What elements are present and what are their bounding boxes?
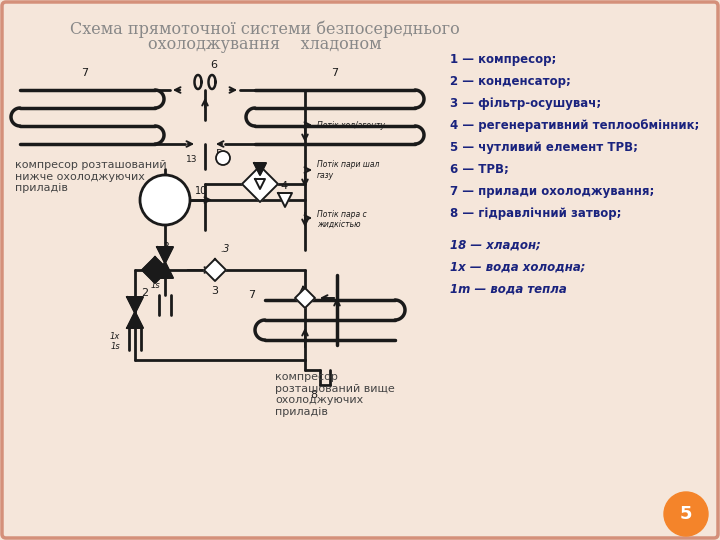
- Text: 1m — вода тепла: 1m — вода тепла: [450, 283, 567, 296]
- Text: 1х — вода холодна;: 1х — вода холодна;: [450, 261, 585, 274]
- Text: 1 — компресор;: 1 — компресор;: [450, 53, 557, 66]
- Text: 7 — прилади охолоджування;: 7 — прилади охолоджування;: [450, 185, 654, 198]
- Text: .1: .1: [170, 186, 179, 196]
- Text: 7: 7: [248, 290, 255, 300]
- Text: 6 — ТРВ;: 6 — ТРВ;: [450, 163, 509, 176]
- Polygon shape: [254, 163, 266, 175]
- Text: 8: 8: [310, 390, 317, 400]
- Text: охолоджування    хладоном: охолоджування хладоном: [148, 36, 382, 53]
- Text: .2: .2: [160, 242, 169, 252]
- Text: Потік хол/агенту: Потік хол/агенту: [317, 120, 385, 130]
- Text: 4: 4: [280, 181, 287, 191]
- Circle shape: [216, 151, 230, 165]
- Text: 10: 10: [195, 186, 207, 196]
- Polygon shape: [142, 257, 168, 283]
- Text: 5: 5: [215, 149, 222, 159]
- Polygon shape: [127, 297, 143, 313]
- Text: 2 — конденсатор;: 2 — конденсатор;: [450, 75, 571, 88]
- Circle shape: [140, 175, 190, 225]
- Circle shape: [664, 492, 708, 536]
- Text: 4 — регенеративний теплообмінник;: 4 — регенеративний теплообмінник;: [450, 119, 699, 132]
- Text: 2: 2: [141, 288, 148, 298]
- Polygon shape: [157, 247, 173, 263]
- Text: Схема прямоточної системи безпосереднього: Схема прямоточної системи безпосередньог…: [70, 20, 460, 37]
- Text: 13: 13: [186, 154, 197, 164]
- Text: 18 — хладон;: 18 — хладон;: [450, 239, 541, 252]
- Text: .3: .3: [220, 244, 230, 254]
- Text: 1s: 1s: [150, 281, 160, 290]
- Text: 5: 5: [680, 505, 692, 523]
- Polygon shape: [255, 179, 265, 189]
- Polygon shape: [295, 288, 315, 308]
- Text: компресор
розташований вище
охолоджуючих
приладів: компресор розташований вище охолоджуючих…: [275, 372, 395, 417]
- Text: 3: 3: [212, 286, 218, 296]
- Text: 1х
1s: 1х 1s: [109, 332, 120, 352]
- Text: 1: 1: [158, 193, 166, 206]
- Text: Потік пара с
жидкістью: Потік пара с жидкістью: [317, 210, 366, 230]
- Text: 5 — чутливий елемент ТРВ;: 5 — чутливий елемент ТРВ;: [450, 141, 638, 154]
- Text: 7: 7: [331, 68, 338, 78]
- Text: 1x: 1x: [150, 271, 160, 280]
- Text: 6: 6: [210, 60, 217, 70]
- Text: 3 — фільтр-осушувач;: 3 — фільтр-осушувач;: [450, 97, 601, 110]
- Polygon shape: [157, 262, 173, 278]
- Polygon shape: [278, 193, 292, 207]
- Polygon shape: [242, 166, 278, 202]
- Polygon shape: [127, 312, 143, 328]
- Text: 7: 7: [81, 68, 89, 78]
- Text: 8 — гідравлічний затвор;: 8 — гідравлічний затвор;: [450, 207, 621, 220]
- Text: компресор розташований
нижче охолоджуючих
приладів: компресор розташований нижче охолоджуючи…: [15, 160, 166, 193]
- Polygon shape: [204, 259, 226, 281]
- Text: Потік пари шал
газу: Потік пари шал газу: [317, 160, 379, 180]
